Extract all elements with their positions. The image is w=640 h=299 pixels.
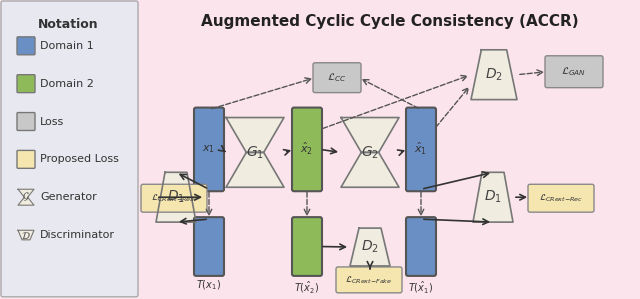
Text: Generator: Generator xyxy=(40,192,97,202)
FancyBboxPatch shape xyxy=(194,108,224,191)
Polygon shape xyxy=(341,118,399,152)
Text: Notation: Notation xyxy=(38,18,99,31)
FancyBboxPatch shape xyxy=(406,108,436,191)
Polygon shape xyxy=(156,172,196,222)
Text: $x_1$: $x_1$ xyxy=(202,144,216,155)
Polygon shape xyxy=(18,189,34,205)
Text: Domain 1: Domain 1 xyxy=(40,41,93,51)
FancyBboxPatch shape xyxy=(1,1,138,297)
Text: $T(x_1)$: $T(x_1)$ xyxy=(196,279,221,292)
Text: Augmented Cyclic Cycle Consistency (ACCR): Augmented Cyclic Cycle Consistency (ACCR… xyxy=(201,14,579,29)
FancyBboxPatch shape xyxy=(336,267,402,293)
FancyBboxPatch shape xyxy=(141,184,207,212)
FancyBboxPatch shape xyxy=(545,56,603,88)
Text: $\hat{x}_1$: $\hat{x}_1$ xyxy=(414,141,428,158)
Text: $\mathcal{D}$: $\mathcal{D}$ xyxy=(21,230,31,241)
FancyBboxPatch shape xyxy=(528,184,594,212)
Text: $T(\hat{x}_2)$: $T(\hat{x}_2)$ xyxy=(294,279,319,295)
Text: $D_1$: $D_1$ xyxy=(484,189,502,205)
Text: $\hat{x}_2$: $\hat{x}_2$ xyxy=(300,141,314,158)
Polygon shape xyxy=(226,118,284,152)
Text: $D_1$: $D_1$ xyxy=(167,189,185,205)
Polygon shape xyxy=(471,50,517,100)
Polygon shape xyxy=(18,230,34,240)
FancyBboxPatch shape xyxy=(292,217,322,276)
FancyBboxPatch shape xyxy=(292,108,322,191)
Text: $G_1$: $G_1$ xyxy=(246,144,264,161)
Text: Domain 2: Domain 2 xyxy=(40,79,94,89)
FancyBboxPatch shape xyxy=(17,112,35,130)
Text: $\mathcal{G}$: $\mathcal{G}$ xyxy=(22,191,30,203)
FancyBboxPatch shape xyxy=(406,217,436,276)
Text: $\mathcal{L}_{CR	ext{-}Fake}$: $\mathcal{L}_{CR ext{-}Fake}$ xyxy=(346,274,392,286)
Text: $D_2$: $D_2$ xyxy=(485,66,503,83)
FancyBboxPatch shape xyxy=(194,217,224,276)
Text: $\mathcal{L}_{CR	ext{-}Real}$: $\mathcal{L}_{CR ext{-}Real}$ xyxy=(151,193,197,204)
Text: $G_2$: $G_2$ xyxy=(361,144,379,161)
Text: $\mathcal{L}_{GAN}$: $\mathcal{L}_{GAN}$ xyxy=(561,65,587,78)
Text: $D_2$: $D_2$ xyxy=(361,239,379,255)
FancyBboxPatch shape xyxy=(17,37,35,55)
Text: Proposed Loss: Proposed Loss xyxy=(40,154,119,164)
Polygon shape xyxy=(341,152,399,187)
Text: $T(\hat{x}_1)$: $T(\hat{x}_1)$ xyxy=(408,279,433,295)
FancyBboxPatch shape xyxy=(17,75,35,93)
Polygon shape xyxy=(350,228,390,266)
Text: $\mathcal{L}_{CC}$: $\mathcal{L}_{CC}$ xyxy=(327,71,347,84)
FancyBboxPatch shape xyxy=(313,63,361,93)
Polygon shape xyxy=(226,152,284,187)
Polygon shape xyxy=(473,172,513,222)
FancyBboxPatch shape xyxy=(17,150,35,168)
Text: $\mathcal{L}_{CR	ext{-}Rec}$: $\mathcal{L}_{CR ext{-}Rec}$ xyxy=(539,193,583,204)
Text: Loss: Loss xyxy=(40,117,64,126)
Text: Discriminator: Discriminator xyxy=(40,230,115,240)
